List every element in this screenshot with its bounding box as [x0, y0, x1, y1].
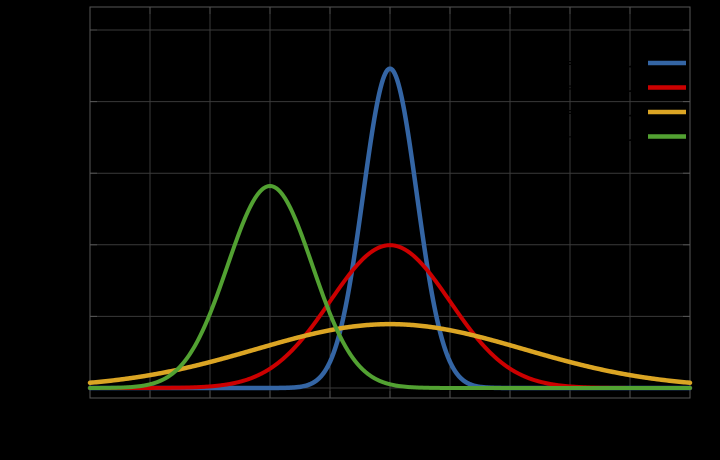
curves: [87, 66, 693, 391]
x-tick-label: 2: [506, 407, 515, 423]
legend-item: μ=0, σ²=0.2: [556, 56, 686, 72]
legend: μ=0, σ²=0.2 μ=0, σ²=1.0 μ=0, σ²=5.0 μ=−2, σ…: [545, 56, 686, 145]
x-tick-label: 1: [446, 407, 455, 423]
legend-item: μ=0, σ²=5.0: [556, 105, 686, 121]
y-tick-label: 0.2: [60, 309, 82, 325]
legend-label: μ=0, σ²=1.0: [556, 80, 641, 96]
x-axis-title: x: [386, 431, 395, 449]
legend-label: μ=0, σ²=5.0: [556, 105, 641, 121]
y-axis-title: φμ,σ²(x): [14, 172, 32, 234]
y-tick-label: 0.4: [60, 238, 82, 254]
x-tick-label: −3: [200, 407, 221, 423]
x-tick-label: 0: [386, 407, 395, 423]
y-tick-label: 0.0: [60, 381, 82, 397]
x-tick-label: 4: [626, 407, 635, 423]
x-tick-label: 5: [686, 407, 695, 423]
y-tick-label: 1.0: [60, 23, 82, 39]
axis-tick-labels: 0.0 0.2 0.4 0.6 0.8 1.0 −5 −4 −3 −2 −1 0 1 2 3 4 5 x φμ,σ²…: [14, 23, 694, 449]
plot-frame: [89, 6, 691, 399]
curve--2-0.5: [88, 184, 692, 390]
legend-item: μ=−2, σ²=0.5: [545, 129, 686, 145]
x-tick-label: −1: [320, 407, 341, 423]
legend-label: μ=−2, σ²=0.5: [545, 129, 641, 145]
x-tick-label: −5: [80, 407, 101, 423]
x-tick-label: −2: [260, 407, 281, 423]
x-tick-label: 3: [566, 407, 575, 423]
legend-label: μ=0, σ²=0.2: [556, 56, 641, 72]
y-tick-label: 0.8: [60, 95, 82, 111]
curve--0-5.0: [87, 321, 693, 386]
x-tick-label: −4: [140, 407, 161, 423]
y-tick-label: 0.6: [60, 166, 82, 182]
legend-item: μ=0, σ²=1.0: [556, 80, 686, 96]
